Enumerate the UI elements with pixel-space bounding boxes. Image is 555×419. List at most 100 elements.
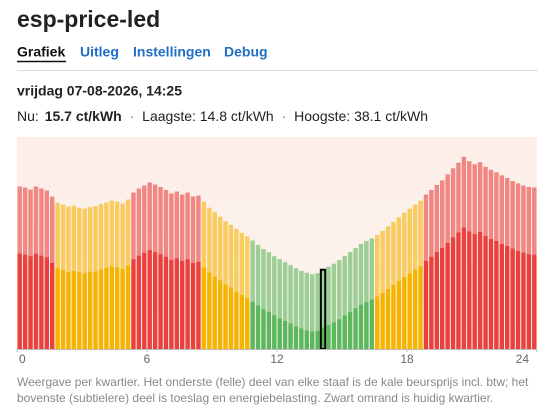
bar-base bbox=[77, 272, 82, 349]
bar-base bbox=[320, 327, 326, 349]
tab[interactable]: Grafiek bbox=[17, 44, 65, 60]
bar-base bbox=[120, 268, 125, 349]
bar-base bbox=[207, 272, 212, 349]
tab[interactable]: Debug bbox=[224, 44, 268, 60]
bar-surcharge bbox=[228, 224, 234, 288]
bar-base bbox=[169, 259, 174, 349]
bar-surcharge bbox=[380, 230, 385, 293]
bar-surcharge bbox=[288, 265, 293, 324]
now-label: Nu: bbox=[17, 108, 39, 124]
bar-base bbox=[331, 322, 337, 349]
bar-base bbox=[467, 231, 472, 349]
bar-surcharge bbox=[423, 194, 429, 261]
bar-surcharge bbox=[304, 272, 309, 331]
bar-surcharge bbox=[196, 195, 201, 262]
bar-base bbox=[515, 251, 521, 349]
bar-base bbox=[461, 227, 467, 349]
bar-surcharge bbox=[77, 207, 82, 273]
bar-base bbox=[450, 237, 456, 349]
bar-surcharge bbox=[17, 186, 22, 254]
bar-surcharge bbox=[142, 185, 147, 253]
x-tick-label: 6 bbox=[144, 352, 151, 366]
bar-surcharge bbox=[488, 169, 494, 239]
bar-surcharge bbox=[250, 240, 255, 302]
bar-base bbox=[104, 267, 109, 349]
bar-surcharge bbox=[255, 245, 261, 306]
bar-surcharge bbox=[152, 184, 158, 253]
separator: · bbox=[130, 108, 135, 124]
bar-base bbox=[66, 271, 71, 349]
bar-base bbox=[98, 269, 104, 349]
bar-surcharge bbox=[190, 196, 196, 263]
bar-surcharge bbox=[50, 196, 55, 263]
bar-surcharge bbox=[93, 206, 98, 272]
bar-surcharge bbox=[163, 190, 169, 257]
bar-base bbox=[196, 261, 201, 349]
bar-surcharge bbox=[82, 208, 87, 274]
bar-base bbox=[375, 296, 380, 349]
bar-base bbox=[245, 298, 250, 349]
now-value: 15.7 ct/kWh bbox=[45, 108, 122, 124]
bar-surcharge bbox=[234, 228, 239, 292]
bar-base bbox=[440, 248, 445, 349]
bars bbox=[17, 156, 537, 350]
bar-base bbox=[174, 258, 179, 349]
bar-base bbox=[55, 267, 60, 349]
bar-base bbox=[44, 257, 49, 349]
bar-base bbox=[364, 302, 369, 349]
bar-base bbox=[385, 288, 391, 349]
bar-surcharge bbox=[39, 188, 44, 256]
bar-base bbox=[136, 255, 142, 349]
bar-surcharge bbox=[169, 193, 174, 260]
bar-surcharge bbox=[467, 161, 472, 232]
bar-surcharge bbox=[412, 204, 418, 270]
bar-base bbox=[228, 287, 234, 349]
bar-base bbox=[180, 260, 185, 349]
bar-surcharge bbox=[310, 274, 315, 332]
bar-surcharge bbox=[385, 226, 391, 289]
bar-surcharge bbox=[396, 217, 402, 281]
bar-base bbox=[109, 266, 114, 349]
bar-surcharge bbox=[98, 204, 104, 270]
bar-surcharge bbox=[353, 248, 358, 309]
bar-base bbox=[407, 273, 412, 349]
bar-base bbox=[505, 246, 510, 349]
bar-base bbox=[266, 311, 272, 349]
bar-base bbox=[326, 324, 331, 349]
bar-base bbox=[434, 252, 439, 349]
bar-base bbox=[201, 267, 207, 349]
x-tick-label: 0 bbox=[19, 352, 26, 366]
bar-base bbox=[272, 315, 277, 349]
bar-base bbox=[304, 330, 309, 349]
bar-surcharge bbox=[104, 202, 109, 268]
bar-surcharge bbox=[472, 164, 477, 234]
bar-base bbox=[185, 259, 190, 349]
bar-base bbox=[472, 233, 477, 349]
bar-surcharge bbox=[87, 207, 93, 272]
bar-base bbox=[315, 330, 320, 349]
high-price: Hoogste: 38.1 ct/kWh bbox=[294, 108, 428, 124]
bar-surcharge bbox=[369, 238, 374, 300]
bar-surcharge bbox=[391, 221, 396, 285]
bar-surcharge bbox=[185, 192, 190, 260]
bar-base bbox=[142, 252, 147, 349]
bar-surcharge bbox=[320, 269, 326, 328]
bar-surcharge bbox=[434, 184, 439, 253]
bar-surcharge bbox=[174, 191, 179, 259]
bar-surcharge bbox=[510, 180, 515, 249]
bar-base bbox=[483, 235, 488, 349]
bar-base bbox=[234, 291, 239, 349]
bar-base bbox=[115, 267, 120, 349]
tab[interactable]: Instellingen bbox=[133, 44, 211, 60]
bar-base bbox=[163, 256, 169, 349]
bar-surcharge bbox=[456, 162, 461, 233]
bar-surcharge bbox=[71, 205, 77, 271]
bar-surcharge bbox=[315, 273, 320, 331]
bar-surcharge bbox=[282, 262, 288, 321]
bar-surcharge bbox=[364, 240, 369, 303]
tab[interactable]: Uitleg bbox=[80, 44, 119, 60]
bar-base bbox=[456, 232, 461, 349]
bar-surcharge bbox=[147, 182, 152, 251]
bar-base bbox=[342, 315, 347, 349]
bar-surcharge bbox=[418, 200, 423, 267]
